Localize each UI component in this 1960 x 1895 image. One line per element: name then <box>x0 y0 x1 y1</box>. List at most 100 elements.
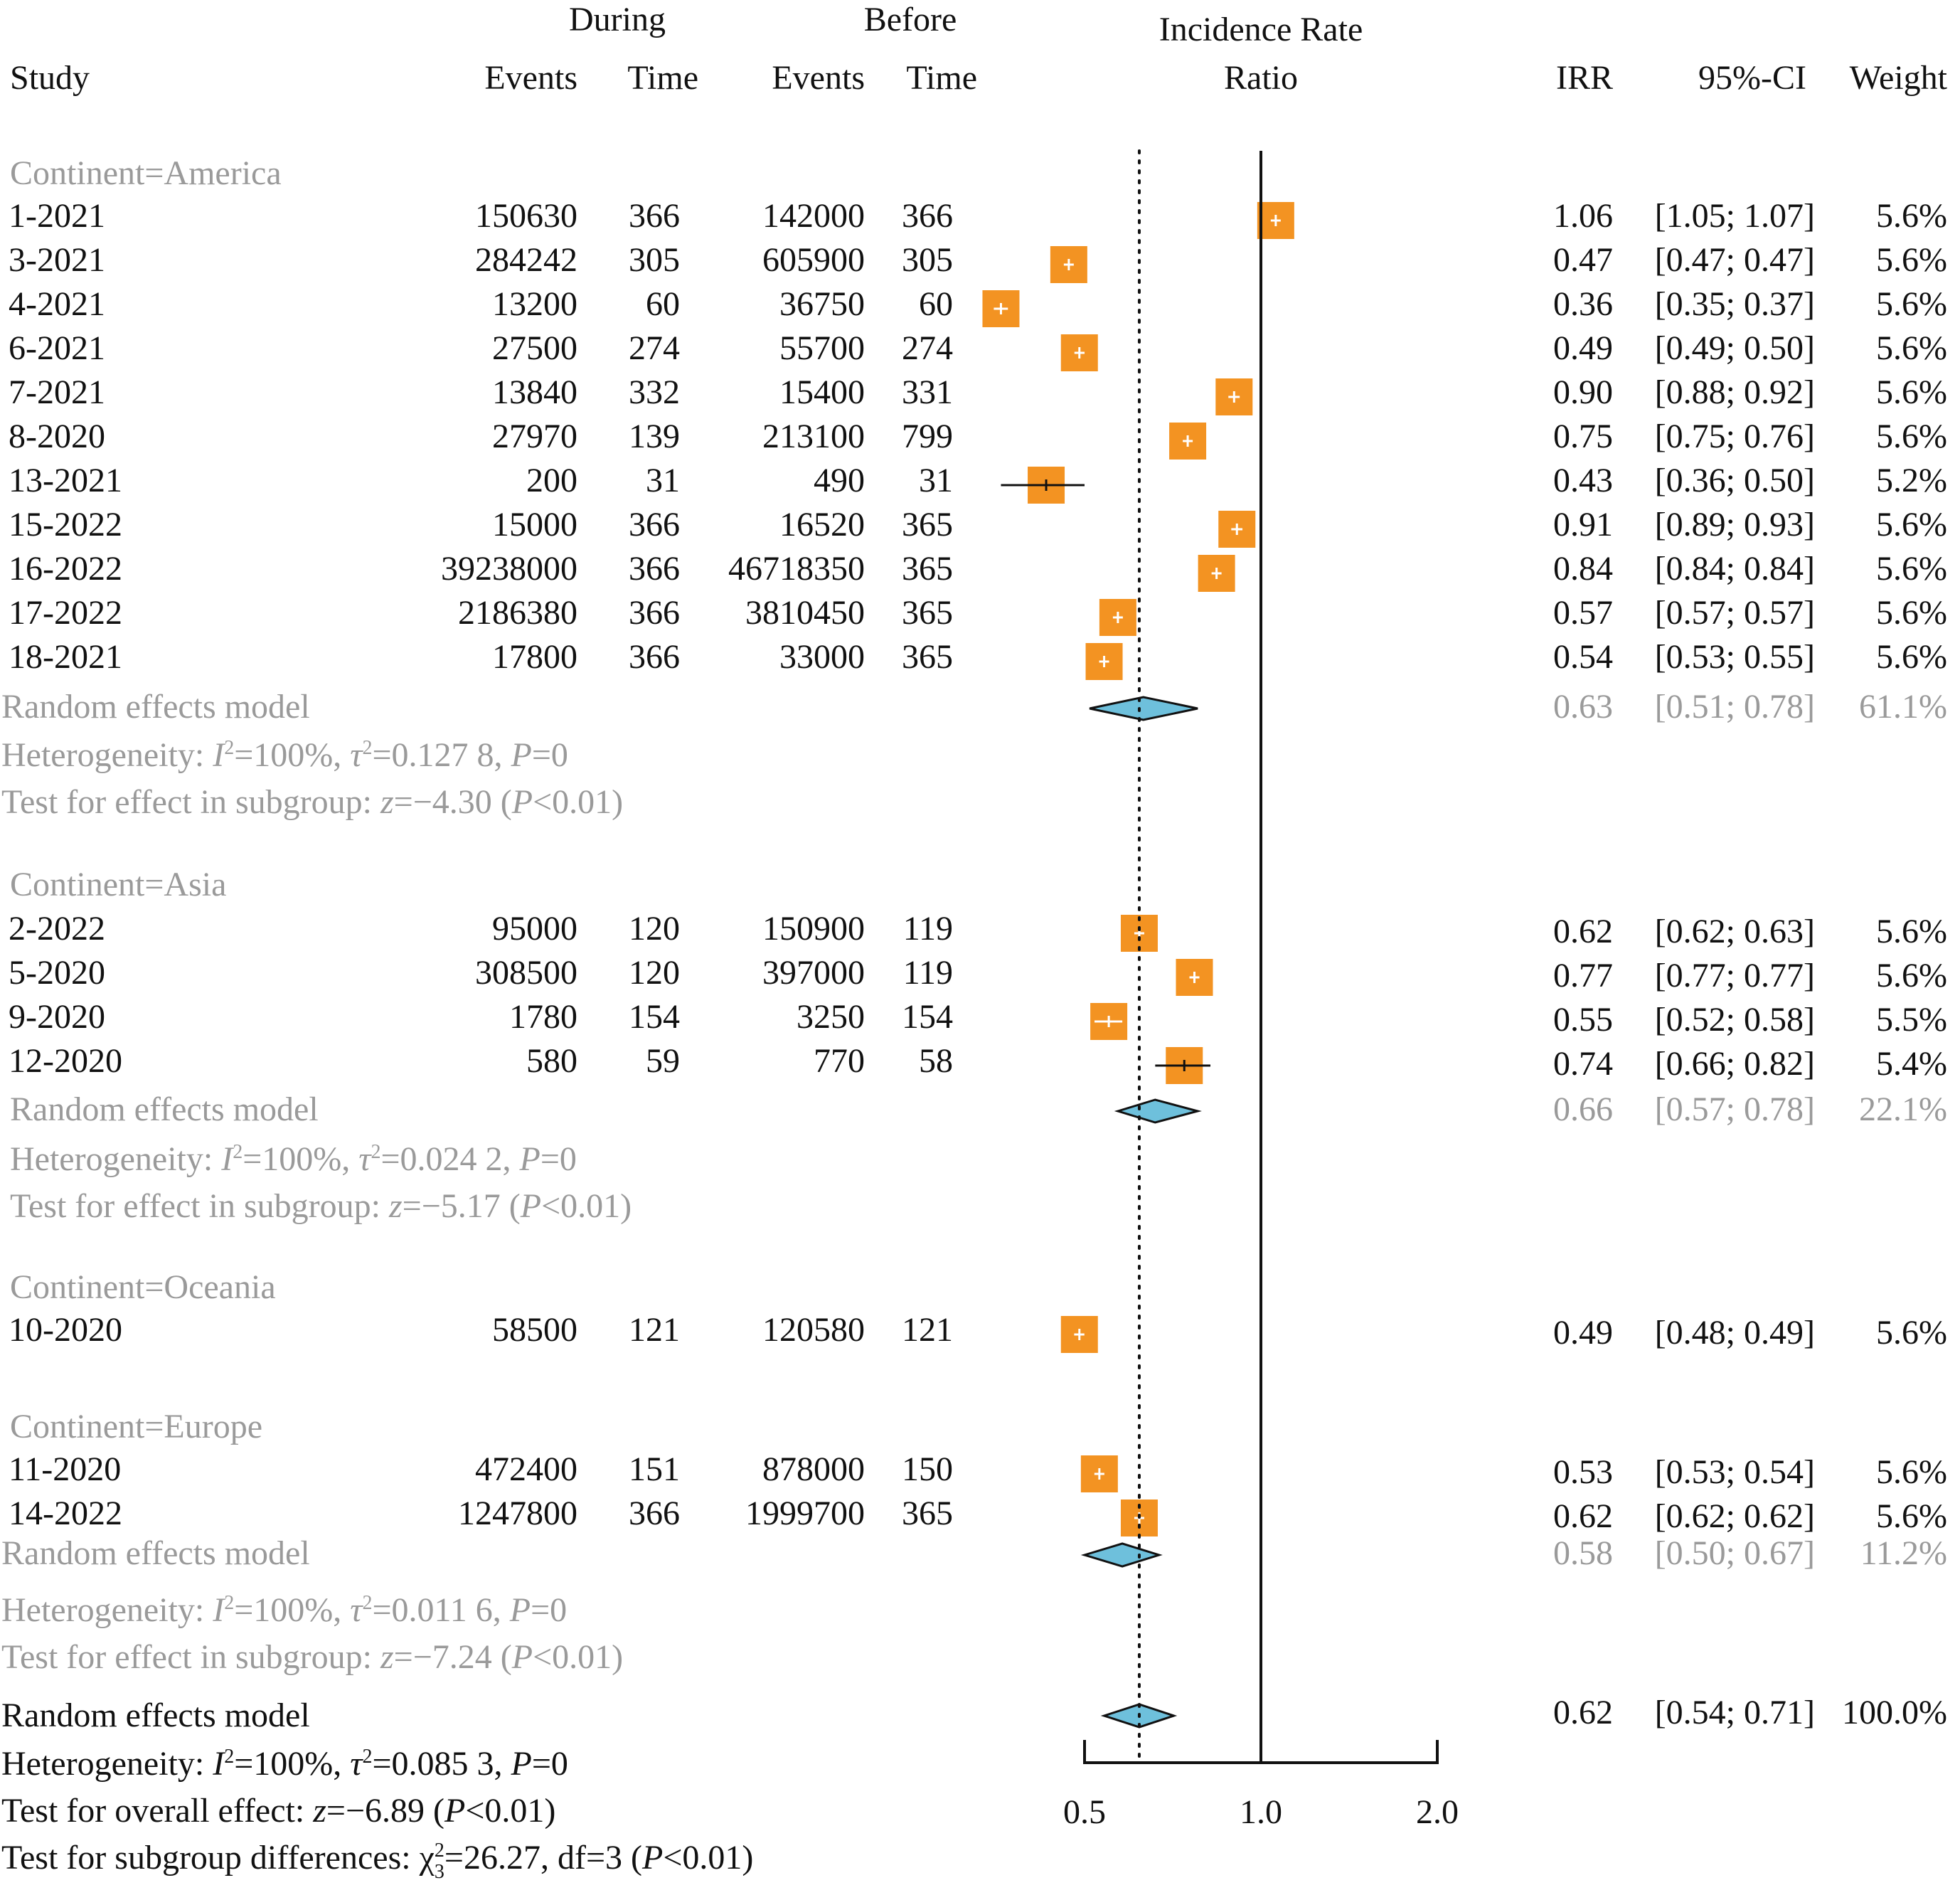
overall-model-weight: 100.0% <box>1842 1693 1947 1731</box>
during-time: 366 <box>629 637 680 676</box>
before-events: 770 <box>814 1041 865 1080</box>
study-name: 11-2020 <box>9 1450 122 1488</box>
i2-value: =100%, <box>234 1591 351 1629</box>
study-weight: 5.6% <box>1876 1497 1947 1535</box>
study-weight: 5.6% <box>1876 329 1947 367</box>
before-time: 365 <box>902 637 953 676</box>
p-symbol: P <box>520 1187 542 1225</box>
before-time: 331 <box>902 373 953 411</box>
study-irr: 0.90 <box>1553 373 1613 411</box>
p-symbol: P <box>511 1744 532 1783</box>
before-events: 16520 <box>779 505 865 543</box>
during-events: 27970 <box>492 417 577 455</box>
subgroup-heterogeneity: Heterogeneity: I2=100%, τ2=0.127 8, P=0 <box>1 738 568 773</box>
study-irr: 1.06 <box>1553 196 1613 235</box>
study-name: 9-2020 <box>9 997 105 1036</box>
header-study: Study <box>10 58 90 97</box>
study-ci: [0.49; 0.50] <box>1654 329 1815 367</box>
study-ci: [0.47; 0.47] <box>1654 240 1815 279</box>
superscript: 2 <box>362 736 373 759</box>
during-events: 200 <box>526 461 577 499</box>
study-weight: 5.6% <box>1876 1453 1947 1491</box>
before-events: 36750 <box>779 285 865 323</box>
subgroup-model-label: Random effects model <box>1 687 310 726</box>
during-time: 366 <box>629 196 680 235</box>
study-name: 6-2021 <box>9 329 105 367</box>
before-events: 213100 <box>762 417 865 455</box>
tau-symbol: τ <box>350 1591 363 1629</box>
during-events: 472400 <box>475 1450 577 1488</box>
tau-value: =0.011 6, <box>372 1591 510 1629</box>
p-value: =0 <box>531 736 568 774</box>
study-ci: [0.77; 0.77] <box>1654 956 1815 994</box>
during-events: 39238000 <box>441 549 577 588</box>
study-irr: 0.62 <box>1553 1497 1613 1535</box>
overall-model-label: Random effects model <box>1 1696 310 1734</box>
subgroup-model-ci: [0.51; 0.78] <box>1654 687 1815 726</box>
during-time: 366 <box>629 593 680 632</box>
i2-symbol: I <box>221 1140 233 1178</box>
subgroup-heterogeneity: Heterogeneity: I2=100%, τ2=0.011 6, P=0 <box>1 1593 567 1628</box>
during-time: 31 <box>646 461 680 499</box>
before-time: 365 <box>902 549 953 588</box>
before-time: 365 <box>902 1494 953 1532</box>
study-name: 10-2020 <box>9 1310 122 1349</box>
during-time: 154 <box>629 997 680 1036</box>
test-label: Test for effect in subgroup: <box>1 1637 380 1676</box>
p-value: <0.01) <box>533 782 624 821</box>
during-events: 15000 <box>492 505 577 543</box>
test-label: Test for subgroup differences: <box>1 1838 420 1877</box>
study-irr: 0.47 <box>1553 240 1613 279</box>
study-ci: [0.88; 0.92] <box>1654 373 1815 411</box>
during-events: 580 <box>526 1041 577 1080</box>
before-time: 150 <box>902 1450 953 1488</box>
before-time: 60 <box>919 285 953 323</box>
p-value: <0.01) <box>465 1791 556 1830</box>
study-name: 2-2022 <box>9 909 105 948</box>
study-weight: 5.6% <box>1876 373 1947 411</box>
during-time: 120 <box>629 953 680 992</box>
z-symbol: z <box>380 1637 394 1676</box>
study-ci: [0.62; 0.63] <box>1654 912 1815 950</box>
during-time: 60 <box>646 285 680 323</box>
study-weight: 5.4% <box>1876 1044 1947 1083</box>
header-irr-title-1: Incidence Rate <box>1159 10 1363 48</box>
subgroup-model-weight: 22.1% <box>1859 1090 1947 1128</box>
p-symbol: P <box>511 782 533 821</box>
subgroup-test: Test for effect in subgroup: z=−7.24 (P<… <box>1 1640 623 1674</box>
superscript: 2 <box>224 1591 235 1614</box>
study-ci: [0.66; 0.82] <box>1654 1044 1815 1083</box>
during-time: 366 <box>629 505 680 543</box>
before-time: 58 <box>919 1041 953 1080</box>
header-during-time: Time <box>627 58 698 97</box>
z-symbol: z <box>380 782 394 821</box>
header-during: During <box>569 0 666 38</box>
p-symbol: P <box>444 1791 466 1830</box>
before-events: 120580 <box>762 1310 865 1349</box>
before-time: 366 <box>902 196 953 235</box>
before-events: 15400 <box>779 373 865 411</box>
during-time: 332 <box>629 373 680 411</box>
study-weight: 5.6% <box>1876 593 1947 632</box>
study-ci: [0.57; 0.57] <box>1654 593 1815 632</box>
subgroup-label: Continent=Europe <box>10 1407 263 1445</box>
overall-model-ci: [0.54; 0.71] <box>1654 1693 1815 1731</box>
before-time: 31 <box>919 461 953 499</box>
tau-value: =0.024 2, <box>380 1140 520 1178</box>
subgroup-test: Test for effect in subgroup: z=−4.30 (P<… <box>1 785 623 819</box>
subgroup-model-irr: 0.66 <box>1553 1090 1613 1128</box>
before-time: 121 <box>902 1310 953 1349</box>
study-weight: 5.6% <box>1876 956 1947 994</box>
tau-value: =0.127 8, <box>372 736 511 774</box>
before-time: 365 <box>902 593 953 632</box>
before-events: 3810450 <box>745 593 865 632</box>
study-ci: [0.53; 0.54] <box>1654 1453 1815 1491</box>
header-before: Before <box>863 0 957 38</box>
heterogeneity-label: Heterogeneity: <box>1 736 213 774</box>
header-before-time: Time <box>906 58 977 97</box>
p-symbol: P <box>511 1637 533 1676</box>
before-time: 119 <box>902 909 953 948</box>
overall-model-irr: 0.62 <box>1553 1693 1613 1731</box>
tau-value: =0.085 3, <box>372 1744 511 1783</box>
